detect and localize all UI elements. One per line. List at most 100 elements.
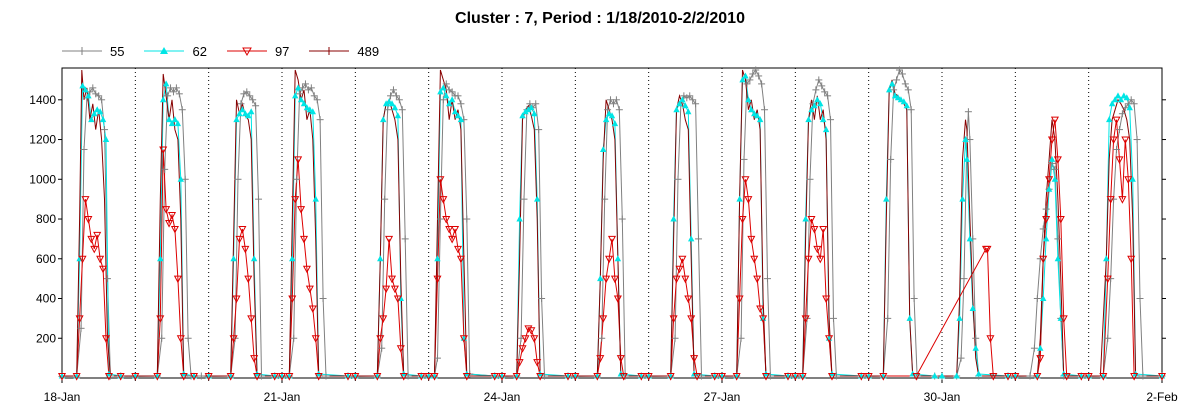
x-tick-label: 24-Jan (484, 390, 521, 404)
point-97 (637, 373, 646, 381)
point-62 (437, 88, 444, 95)
point-62 (162, 80, 170, 87)
point-62 (446, 100, 453, 107)
point-55 (80, 145, 88, 153)
point-55 (526, 100, 534, 108)
point-55 (243, 88, 251, 96)
point-97 (1112, 116, 1121, 125)
y-tick-label: 1200 (29, 133, 56, 147)
point-97 (87, 235, 96, 244)
point-55 (1118, 110, 1126, 118)
legend-item-55: 55 (62, 44, 124, 59)
point-55 (454, 92, 462, 100)
point-55 (395, 96, 403, 104)
point-97 (666, 373, 675, 381)
point-55 (161, 165, 169, 173)
point-62 (900, 98, 908, 105)
point-97 (78, 255, 87, 264)
point-97 (1039, 255, 1048, 264)
point-62 (1042, 235, 1050, 242)
point-97 (536, 373, 545, 381)
point-62 (597, 275, 604, 282)
point-97 (732, 373, 741, 381)
point-97 (90, 245, 99, 254)
point-97 (563, 373, 573, 381)
point-97 (247, 315, 256, 323)
point-97 (1042, 216, 1051, 224)
point-62 (160, 96, 167, 103)
point-55 (1104, 334, 1112, 342)
point-97 (456, 255, 465, 264)
point-62 (1048, 155, 1056, 162)
point-97 (1059, 315, 1068, 323)
point-97 (238, 225, 247, 234)
point-97 (285, 373, 294, 381)
point-97 (72, 373, 81, 381)
point-97 (270, 373, 279, 381)
point-97 (693, 373, 702, 381)
point-62 (883, 195, 890, 202)
point-97 (1157, 373, 1167, 381)
point-97 (159, 146, 168, 155)
point-55 (761, 106, 769, 114)
point-97 (343, 373, 353, 381)
point-55 (964, 108, 972, 116)
point-97 (393, 295, 402, 304)
point-55 (615, 106, 623, 114)
point-97 (462, 373, 471, 381)
point-55 (671, 334, 679, 342)
point-97 (490, 373, 499, 381)
point-55 (387, 92, 395, 100)
legend-item-97: 97 (226, 44, 289, 59)
point-62 (969, 304, 976, 311)
x-tick-label: 18-Jan (44, 390, 81, 404)
point-55 (1054, 235, 1062, 243)
point-62 (886, 86, 893, 93)
point-62 (1051, 175, 1059, 182)
point-55 (752, 66, 760, 74)
point-55 (384, 106, 392, 114)
point-55 (686, 92, 694, 100)
point-97 (613, 295, 622, 304)
point-97 (382, 285, 391, 294)
point-62 (174, 120, 182, 127)
point-62 (745, 96, 752, 103)
point-55 (827, 116, 835, 124)
point-62 (1037, 344, 1044, 351)
point-62 (1106, 116, 1113, 123)
point-97 (376, 335, 385, 343)
point-97 (607, 235, 617, 244)
point-97 (1036, 355, 1045, 363)
point-62 (250, 255, 258, 262)
legend-triangle-down-icon (226, 47, 267, 57)
point-55 (1033, 295, 1041, 303)
point-55 (1051, 165, 1059, 173)
point-62 (528, 104, 535, 111)
series-line-97 (62, 119, 1162, 377)
point-55 (910, 295, 918, 303)
point-97 (189, 373, 199, 381)
point-55 (821, 88, 829, 96)
point-55 (535, 126, 543, 134)
point-97 (1050, 116, 1059, 125)
x-tick-label: 27-Jan (704, 390, 741, 404)
point-97 (864, 373, 873, 381)
point-62 (248, 108, 255, 115)
point-97 (1106, 196, 1115, 204)
point-55 (389, 86, 397, 94)
point-97 (439, 196, 448, 204)
point-55 (319, 295, 327, 303)
point-97 (302, 265, 311, 274)
point-55 (692, 100, 700, 108)
point-55 (95, 92, 103, 100)
point-62 (956, 314, 963, 321)
point-97 (156, 315, 165, 323)
point-62 (82, 86, 89, 93)
point-62 (608, 112, 616, 119)
point-62 (440, 84, 447, 91)
point-97 (104, 373, 113, 381)
point-97 (879, 373, 888, 381)
point-62 (168, 120, 176, 127)
point-55 (103, 275, 111, 283)
point-97 (101, 335, 111, 343)
